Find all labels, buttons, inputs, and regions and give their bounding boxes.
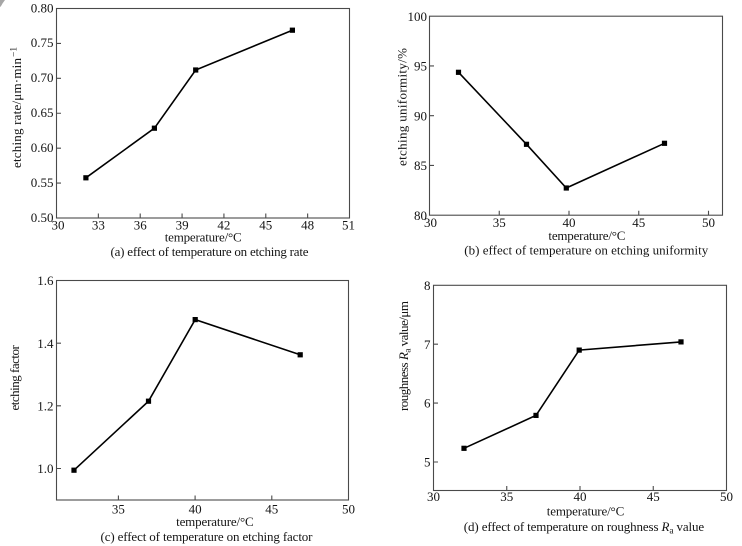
svg-text:30: 30 (424, 215, 437, 230)
svg-text:39: 39 (176, 218, 189, 233)
svg-text:8: 8 (424, 278, 431, 293)
svg-text:1.0: 1.0 (37, 461, 53, 476)
svg-text:0.55: 0.55 (31, 175, 54, 190)
svg-text:(a) effect of temperature on e: (a) effect of temperature on etching rat… (111, 244, 309, 259)
svg-text:42: 42 (217, 218, 230, 233)
svg-text:40: 40 (189, 502, 202, 517)
svg-text:1.4: 1.4 (37, 336, 54, 351)
svg-text:etching factor: etching factor (7, 344, 22, 410)
svg-text:1.6: 1.6 (37, 273, 54, 288)
svg-text:−1: −1 (10, 47, 20, 57)
svg-text:50: 50 (702, 215, 715, 230)
svg-text:temperature/°C: temperature/°C (165, 230, 242, 245)
svg-text:roughness Ra value/μm: roughness Ra value/μm (396, 301, 414, 411)
svg-text:5: 5 (424, 455, 431, 470)
svg-text:1.2: 1.2 (37, 398, 53, 413)
svg-text:6: 6 (424, 396, 431, 411)
svg-text:45: 45 (259, 218, 272, 233)
svg-text:(c) effect of temperature on e: (c) effect of temperature on etching fac… (101, 529, 314, 544)
svg-text:0.80: 0.80 (31, 0, 54, 15)
svg-text:100: 100 (408, 9, 428, 24)
svg-text:(d) effect of temperature on r: (d) effect of temperature on roughness R… (464, 519, 705, 537)
svg-text:0.75: 0.75 (31, 35, 54, 50)
svg-text:0.50: 0.50 (31, 210, 54, 225)
svg-text:etching uniformity/%: etching uniformity/% (395, 48, 410, 166)
svg-text:33: 33 (92, 218, 105, 233)
svg-text:(b) effect of temperature on e: (b) effect of temperature on etching uni… (464, 242, 709, 257)
svg-text:45: 45 (647, 489, 660, 504)
svg-text:35: 35 (112, 502, 125, 517)
svg-text:temperature/°C: temperature/°C (176, 514, 254, 529)
svg-text:48: 48 (301, 218, 314, 233)
svg-text:40: 40 (574, 489, 587, 504)
svg-text:36: 36 (134, 218, 148, 233)
svg-text:90: 90 (414, 108, 427, 123)
svg-text:40: 40 (563, 215, 576, 230)
svg-text:30: 30 (427, 489, 440, 504)
svg-text:temperature/°C: temperature/°C (548, 228, 625, 243)
svg-text:0.65: 0.65 (31, 105, 54, 120)
svg-text:85: 85 (414, 158, 427, 173)
svg-text:80: 80 (414, 208, 427, 223)
svg-text:95: 95 (414, 59, 427, 74)
svg-text:7: 7 (424, 337, 431, 352)
svg-text:50: 50 (342, 502, 355, 517)
svg-text:35: 35 (493, 215, 506, 230)
svg-text:0.60: 0.60 (31, 140, 54, 155)
svg-text:45: 45 (265, 502, 278, 517)
svg-text:51: 51 (342, 218, 355, 233)
svg-text:50: 50 (720, 489, 733, 504)
svg-text:45: 45 (632, 215, 645, 230)
svg-text:35: 35 (500, 489, 513, 504)
svg-text:0.70: 0.70 (31, 70, 54, 85)
svg-text:temperature/°C: temperature/°C (547, 504, 625, 519)
svg-text:30: 30 (52, 218, 65, 233)
svg-text:etching rate/μm·min: etching rate/μm·min (9, 58, 24, 169)
